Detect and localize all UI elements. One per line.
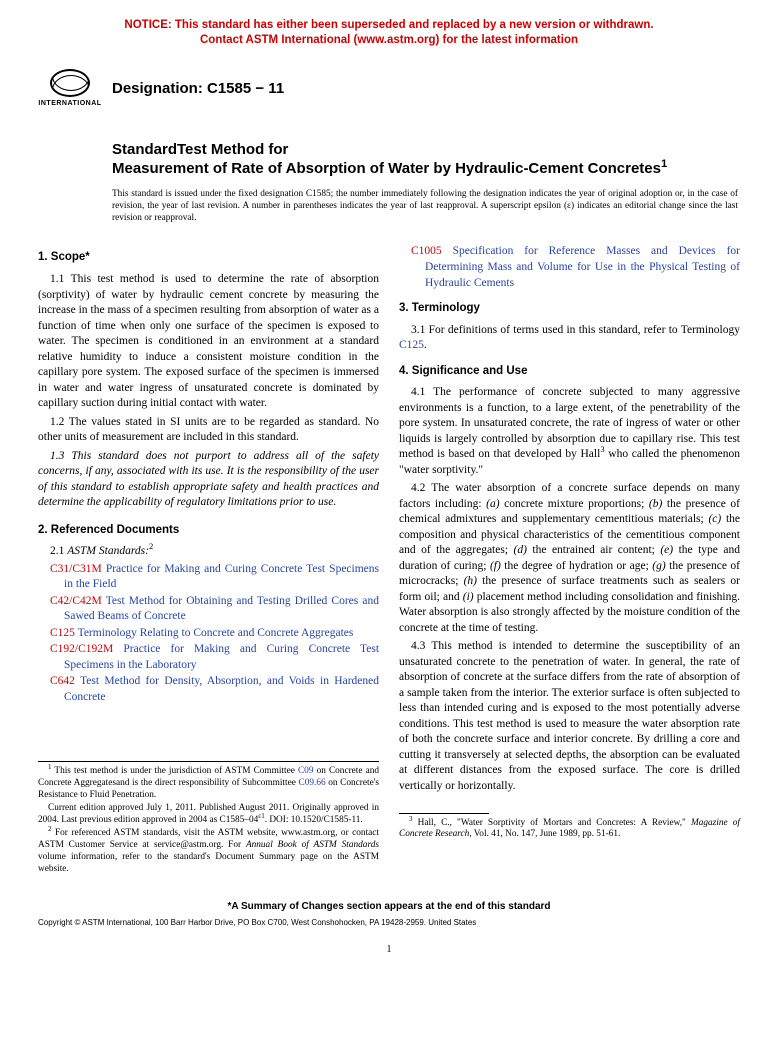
right-column: C1005 Specification for Reference Masses… (399, 244, 740, 876)
footnotes-left: 1 This test method is under the jurisdic… (38, 761, 379, 875)
ref-title[interactable]: Test Method for Density, Absorption, and… (64, 675, 379, 703)
ref-code[interactable]: C42/C42M (50, 595, 102, 607)
ref-sub-num: 2.1 (50, 545, 67, 557)
ref-title[interactable]: Specification for Reference Masses and D… (425, 245, 740, 288)
ref-title[interactable]: Terminology Relating to Concrete and Con… (78, 627, 354, 639)
footnotes-right: 3 Hall, C., "Water Sorptivity of Mortars… (399, 818, 740, 842)
page-number: 1 (38, 943, 740, 957)
term-3-1-a: 3.1 For definitions of terms used in thi… (411, 324, 740, 336)
footnote-3: 3 Hall, C., "Water Sorptivity of Mortars… (399, 818, 740, 842)
footnote-2: 2 For referenced ASTM standards, visit t… (38, 828, 379, 876)
left-column: 1. Scope* 1.1 This test method is used t… (38, 244, 379, 876)
notice-banner: NOTICE: This standard has either been su… (38, 18, 740, 48)
designation-text: Designation: C1585 − 11 (112, 79, 284, 99)
title-prefix: StandardTest Method for (112, 140, 740, 159)
ref-item: C1005 Specification for Reference Masses… (399, 244, 740, 291)
fn1-a: This test method is under the jurisdicti… (51, 766, 298, 776)
sig-4-3: 4.3 This method is intended to determine… (399, 639, 740, 794)
fn1-e: . DOI: 10.1520/C1585-11. (265, 815, 363, 825)
astm-logo: INTERNATIONAL (38, 64, 102, 114)
ref-code[interactable]: C125 (50, 627, 75, 639)
ref-code[interactable]: C1005 (411, 245, 442, 257)
fn1-link2[interactable]: C09.66 (299, 778, 326, 788)
notice-line2: Contact ASTM International (www.astm.org… (200, 34, 578, 46)
scope-1-2: 1.2 The values stated in SI units are to… (38, 415, 379, 446)
two-column-body: 1. Scope* 1.1 This test method is used t… (38, 244, 740, 876)
document-page: NOTICE: This standard has either been su… (0, 0, 778, 966)
ref-item: C642 Test Method for Density, Absorption… (38, 674, 379, 705)
ref-item: C42/C42M Test Method for Obtaining and T… (38, 594, 379, 625)
ref-code[interactable]: C31/C31M (50, 563, 102, 575)
title-main: Measurement of Rate of Absorption of Wat… (112, 159, 740, 178)
title-super: 1 (661, 158, 667, 170)
ref-item: C125 Terminology Relating to Concrete an… (38, 626, 379, 642)
fn3-b: , Vol. 41, No. 147, June 1989, pp. 51-61… (469, 829, 620, 839)
ref-code[interactable]: C192/C192M (50, 643, 113, 655)
ref-title[interactable]: Practice for Making and Curing Concrete … (64, 563, 379, 591)
copyright-line: Copyright © ASTM International, 100 Barr… (38, 918, 740, 929)
scope-1-1: 1.1 This test method is used to determin… (38, 272, 379, 412)
ref-title[interactable]: Test Method for Obtaining and Testing Dr… (64, 595, 379, 623)
fn2-b: volume information, refer to the standar… (38, 852, 379, 874)
ref-heading: 2. Referenced Documents (38, 523, 379, 539)
term-3-1-b: . (424, 339, 427, 351)
ref-item: C192/C192M Practice for Making and Curin… (38, 642, 379, 673)
sig-heading: 4. Significance and Use (399, 364, 740, 380)
ref-code[interactable]: C642 (50, 675, 75, 687)
ref-sub-title: ASTM Standards: (67, 545, 149, 557)
term-heading: 3. Terminology (399, 301, 740, 317)
sig-4-2: 4.2 The water absorption of a concrete s… (399, 481, 740, 636)
title-block: StandardTest Method for Measurement of R… (112, 140, 740, 178)
term-3-1: 3.1 For definitions of terms used in thi… (399, 323, 740, 354)
astm-logo-label: INTERNATIONAL (38, 99, 101, 108)
ref-sub-sup: 2 (149, 541, 153, 551)
title-main-text: Measurement of Rate of Absorption of Wat… (112, 160, 661, 177)
footnote-1: 1 This test method is under the jurisdic… (38, 766, 379, 802)
scope-1-3: 1.3 This standard does not purport to ad… (38, 449, 379, 511)
intro-note: This standard is issued under the fixed … (112, 188, 740, 224)
header-row: INTERNATIONAL Designation: C1585 − 11 (38, 64, 740, 114)
ref-item: C31/C31M Practice for Making and Curing … (38, 562, 379, 593)
term-c125-link[interactable]: C125 (399, 339, 424, 351)
sig-4-1: 4.1 The performance of concrete subjecte… (399, 385, 740, 478)
fn3-a: Hall, C., "Water Sorptivity of Mortars a… (412, 818, 690, 828)
ref-subhead: 2.1 ASTM Standards:2 (38, 544, 379, 560)
fn2-i: Annual Book of ASTM Standards (246, 840, 379, 850)
notice-line1: NOTICE: This standard has either been su… (124, 19, 653, 31)
summary-of-changes-note: *A Summary of Changes section appears at… (38, 900, 740, 914)
fn1-link1[interactable]: C09 (298, 766, 314, 776)
footnote-1b: Current edition approved July 1, 2011. P… (38, 803, 379, 827)
astm-globe-icon (50, 69, 90, 97)
scope-heading: 1. Scope* (38, 250, 379, 266)
